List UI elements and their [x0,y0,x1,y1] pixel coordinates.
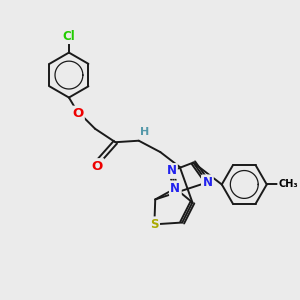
Text: O: O [92,160,103,173]
Text: CH₃: CH₃ [278,179,298,190]
Text: H: H [140,127,149,137]
Text: N: N [170,182,180,195]
Text: O: O [72,107,83,120]
Text: N: N [202,176,212,189]
Text: Cl: Cl [63,30,75,43]
Text: S: S [150,218,159,231]
Text: N: N [167,164,176,178]
